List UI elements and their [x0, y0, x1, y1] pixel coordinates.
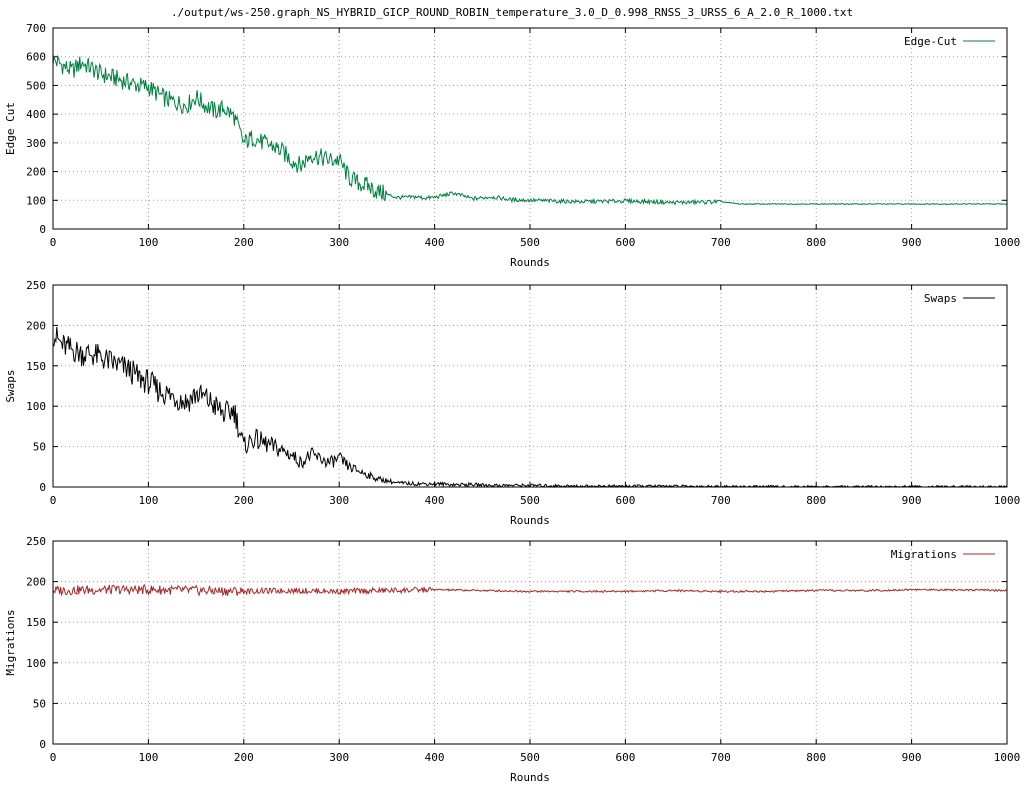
migrations-ylabel: Migrations: [4, 609, 17, 675]
swaps-xtick-label-2: 200: [234, 494, 254, 507]
swaps-xtick-label-0: 0: [50, 494, 57, 507]
swaps-ytick-label-5: 250: [26, 279, 46, 292]
migrations-plot-frame: [52, 540, 1008, 745]
panel-edge-cut: 0 100 200 300 400 500 600 700 800 900 1000 0 100 200 3…: [4, 22, 1020, 269]
edge-cut-legend-label-0: Edge-Cut: [904, 35, 957, 48]
migrations-xtick-label-2: 200: [234, 751, 254, 764]
migrations-xtick-label-6: 600: [615, 751, 635, 764]
migrations-series-line-0: [52, 584, 1008, 597]
swaps-ytick-label-1: 50: [33, 441, 46, 454]
migrations-legend-label-0: Migrations: [891, 548, 957, 561]
swaps-ytick-label-4: 200: [26, 319, 46, 332]
swaps-xtick-label-5: 500: [520, 494, 540, 507]
migrations-ytick-label-3: 150: [26, 616, 46, 629]
migrations-ytick-label-0: 0: [39, 738, 46, 751]
swaps-xtick-label-9: 900: [902, 494, 922, 507]
edge-cut-xtick-label-10: 1000: [994, 236, 1021, 249]
swaps-xtick-label-3: 300: [329, 494, 349, 507]
migrations-ytick-label-2: 100: [26, 657, 46, 670]
swaps-xtick-label-1: 100: [138, 494, 158, 507]
migrations-ytick-label-1: 50: [33, 697, 46, 710]
swaps-ylabel: Swaps: [4, 369, 17, 402]
migrations-xtick-label-8: 800: [806, 751, 826, 764]
panel-migrations: 0 100 200 300 400 500 600 700 800 900 1000 0 50 100 15…: [4, 535, 1020, 784]
migrations-xtick-label-5: 500: [520, 751, 540, 764]
figure-title: ./output/ws-250.graph_NS_HYBRID_GICP_ROU…: [171, 6, 853, 19]
edge-cut-ytick-label-5: 500: [26, 79, 46, 92]
swaps-ytick-label-0: 0: [39, 481, 46, 494]
migrations-ytick-label-5: 250: [26, 535, 46, 548]
swaps-xtick-label-8: 800: [806, 494, 826, 507]
edge-cut-ylabel: Edge Cut: [4, 102, 17, 155]
edge-cut-ytick-label-7: 700: [26, 22, 46, 35]
edge-cut-xtick-label-2: 200: [234, 236, 254, 249]
edge-cut-xlabel: Rounds: [510, 256, 550, 269]
migrations-xtick-label-1: 100: [138, 751, 158, 764]
edge-cut-xtick-label-7: 700: [711, 236, 731, 249]
migrations-xtick-label-3: 300: [329, 751, 349, 764]
migrations-xtick-label-9: 900: [902, 751, 922, 764]
migrations-xlabel: Rounds: [510, 771, 550, 784]
edge-cut-ytick-label-4: 400: [26, 108, 46, 121]
edge-cut-xtick-label-1: 100: [138, 236, 158, 249]
edge-cut-series-line-0: [52, 54, 1008, 206]
edge-cut-xtick-label-9: 900: [902, 236, 922, 249]
edge-cut-xtick-label-0: 0: [50, 236, 57, 249]
swaps-ytick-label-3: 150: [26, 360, 46, 373]
swaps-xtick-label-4: 400: [425, 494, 445, 507]
swaps-series-line-0: [53, 326, 1008, 489]
edge-cut-ytick-label-0: 0: [39, 223, 46, 236]
edge-cut-ytick-label-3: 300: [26, 137, 46, 150]
edge-cut-xtick-label-8: 800: [806, 236, 826, 249]
migrations-xtick-label-7: 700: [711, 751, 731, 764]
edge-cut-xtick-label-3: 300: [329, 236, 349, 249]
edge-cut-ytick-label-2: 200: [26, 166, 46, 179]
migrations-xtick-label-10: 1000: [994, 751, 1021, 764]
edge-cut-ytick-label-1: 100: [26, 194, 46, 207]
swaps-xtick-label-6: 600: [615, 494, 635, 507]
swaps-xtick-label-10: 1000: [994, 494, 1021, 507]
edge-cut-ytick-label-6: 600: [26, 51, 46, 64]
swaps-plot-frame: [52, 284, 1008, 488]
migrations-xtick-label-0: 0: [50, 751, 57, 764]
edge-cut-xtick-label-6: 600: [615, 236, 635, 249]
edge-cut-xtick-label-4: 400: [425, 236, 445, 249]
edge-cut-xtick-label-5: 500: [520, 236, 540, 249]
edge-cut-plot-frame: [52, 27, 1008, 230]
swaps-xlabel: Rounds: [510, 514, 550, 527]
swaps-xtick-label-7: 700: [711, 494, 731, 507]
panel-swaps: 0 100 200 300 400 500 600 700 800 900 1000 0 50 100 15…: [4, 279, 1020, 527]
swaps-ytick-label-2: 100: [26, 400, 46, 413]
migrations-xtick-label-4: 400: [425, 751, 445, 764]
migrations-ytick-label-4: 200: [26, 576, 46, 589]
swaps-legend-label-0: Swaps: [924, 292, 957, 305]
